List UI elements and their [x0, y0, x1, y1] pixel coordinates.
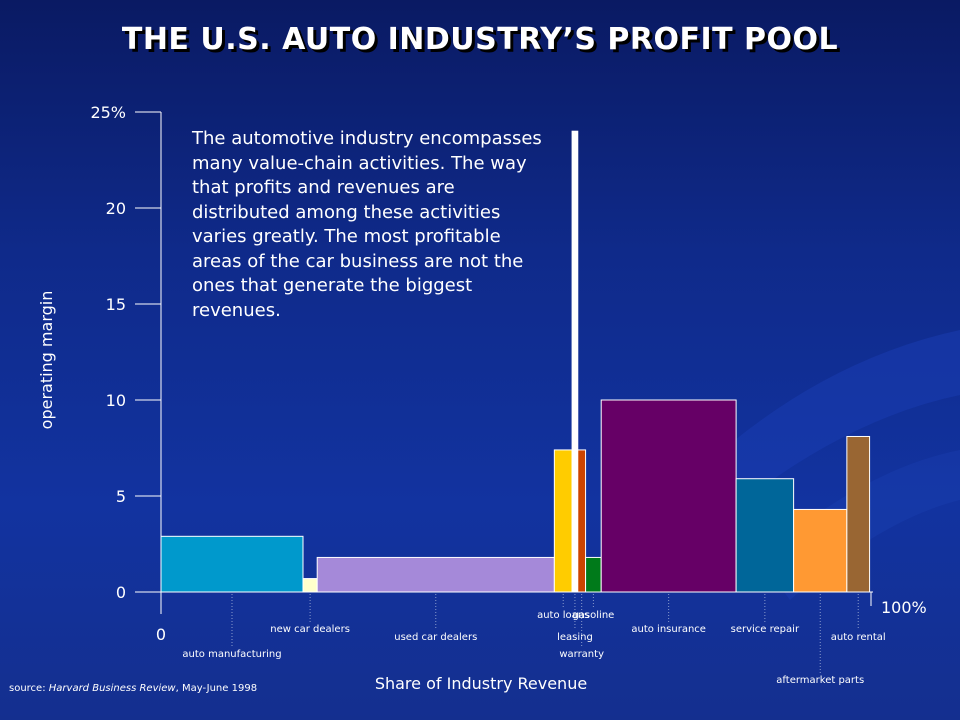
source-prefix: source: [9, 683, 49, 694]
description-text: The automotive industry encompasses many… [192, 128, 542, 321]
y-tick-label-10: 10 [106, 391, 126, 410]
y-tick-label-20: 20 [106, 199, 126, 218]
segment-label-auto-loans: auto loans [537, 610, 589, 621]
bar-service-repair [735, 478, 795, 593]
bar-warranty [577, 449, 587, 593]
segment-label-aftermarket-parts: aftermarket parts [776, 675, 864, 686]
bar-used-car-dealers [316, 556, 555, 593]
bar-gasoline [585, 556, 602, 593]
x-tick-label-start: 0 [156, 625, 166, 644]
y-axis-title: operating margin [37, 291, 56, 430]
y-tick-label-0: 0 [116, 583, 126, 602]
y-tick-label-25: 25% [90, 103, 126, 122]
bar-auto-insurance [600, 399, 737, 593]
segment-label-new-car-dealers: new car dealers [270, 624, 350, 635]
y-tick-label-5: 5 [116, 487, 126, 506]
segment-label-auto-manufacturing: auto manufacturing [182, 649, 281, 660]
segment-label-service-repair: service repair [731, 624, 800, 635]
segment-label-warranty: warranty [559, 649, 604, 660]
segment-label-gasoline: gasoline [572, 610, 614, 621]
segment-label-leasing: leasing [557, 632, 593, 643]
y-tick-label-15: 15 [106, 295, 126, 314]
bar-new-car-dealers [302, 578, 318, 593]
segment-labels-layer: auto manufacturing new car dealers used ca… [182, 594, 886, 686]
bar-auto-rental [846, 435, 871, 593]
segment-label-auto-rental: auto rental [831, 632, 886, 643]
bar-auto-loans [553, 449, 573, 593]
bar-aftermarket-parts [793, 508, 848, 593]
x-tick-label-end: 100% [881, 598, 927, 617]
bar-leasing [571, 130, 579, 593]
source-date: , May-June 1998 [175, 683, 258, 694]
source-citation: source: Harvard Business Review, May-Jun… [9, 683, 257, 694]
chart-title: THE U.S. AUTO INDUSTRY’S PROFIT POOL [121, 22, 839, 57]
source-publication: Harvard Business Review [48, 683, 176, 694]
segment-label-used-car-dealers: used car dealers [394, 632, 477, 643]
axis-layer: 0 5 10 15 20 25% 0 100% [90, 103, 926, 644]
bar-auto-manufacturing [160, 535, 304, 593]
segment-label-auto-insurance: auto insurance [631, 624, 706, 635]
x-axis-title: Share of Industry Revenue [375, 674, 587, 693]
